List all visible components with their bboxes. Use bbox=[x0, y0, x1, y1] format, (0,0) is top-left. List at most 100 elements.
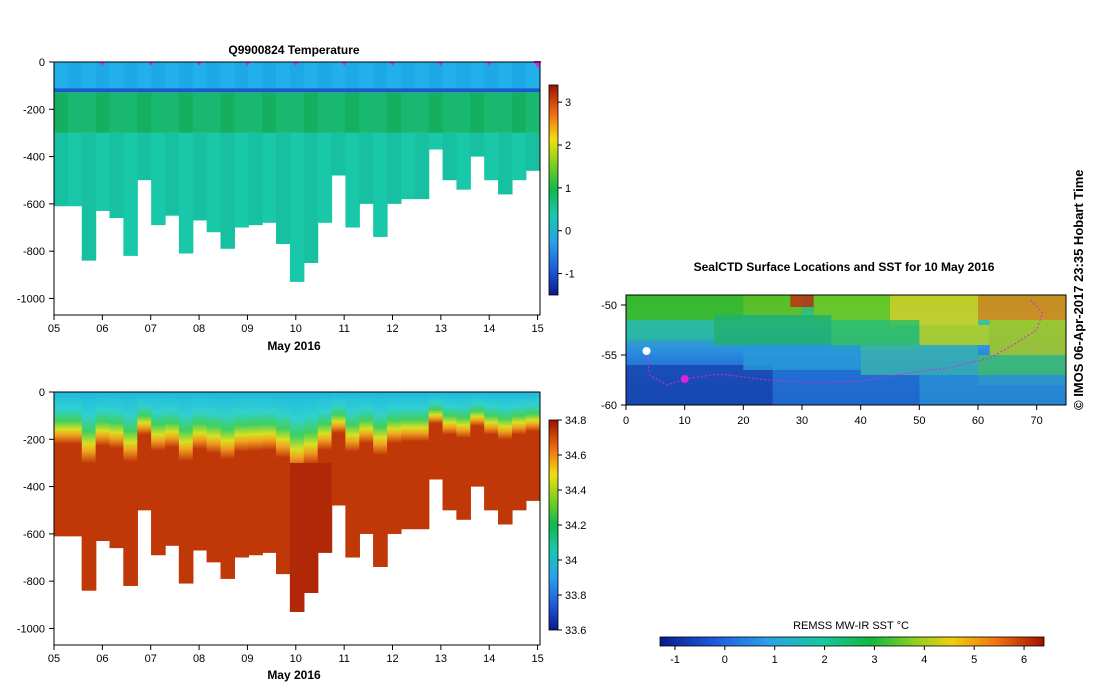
sst-colorbar-tick-label: 3 bbox=[871, 654, 877, 666]
salinity-profile-column bbox=[289, 392, 305, 612]
map-y-tick-label: -50 bbox=[601, 300, 617, 312]
colorbar-tick-label: 34.6 bbox=[565, 450, 586, 462]
map-x-tick-label: 20 bbox=[737, 415, 749, 427]
salinity-profile-column bbox=[456, 392, 471, 520]
colorbar-tick-label: 3 bbox=[565, 97, 571, 109]
x-tick-label: 14 bbox=[483, 323, 495, 335]
current-location-marker bbox=[680, 375, 689, 383]
salinity-profile-column bbox=[373, 392, 388, 567]
salinity-profile-column bbox=[511, 392, 527, 511]
sst-map-panel: SealCTD Surface Locations and SST for 10… bbox=[601, 260, 1067, 666]
x-tick-label: 12 bbox=[386, 653, 398, 665]
x-tick-label: 05 bbox=[48, 323, 60, 335]
profile-marker bbox=[99, 62, 105, 66]
salinity-profile-column bbox=[248, 392, 263, 556]
temperature-profile-column bbox=[303, 62, 319, 263]
colorbar-tick-label: 33.8 bbox=[565, 590, 586, 602]
temperature-profile-column bbox=[511, 62, 527, 181]
temperature-profile-column bbox=[81, 62, 97, 261]
profile-marker bbox=[390, 62, 396, 66]
x-tick-label: 11 bbox=[338, 653, 349, 665]
x-tick-label: 05 bbox=[48, 653, 60, 665]
salinity-colorbar bbox=[548, 419, 559, 631]
seal-track bbox=[646, 299, 1044, 386]
colorbar-tick-label: 34.4 bbox=[565, 485, 586, 497]
temperature-profile-column bbox=[206, 62, 222, 233]
salinity-field bbox=[54, 392, 540, 612]
temperature-profile-column bbox=[178, 62, 194, 254]
temperature-profile-column bbox=[151, 62, 166, 226]
salinity-profile-column bbox=[220, 392, 235, 579]
y-tick-label: -800 bbox=[23, 576, 45, 588]
temperature-profile-column bbox=[54, 62, 69, 207]
salinity-colorbar-ticks: 34.8 34.6 34.4 34.2 34 33.8 33.6 bbox=[558, 415, 586, 637]
sst-colorbar-ticks: -1 0 1 2 3 4 5 6 bbox=[670, 646, 1027, 666]
temperature-profile-column bbox=[359, 62, 374, 204]
sst-patch bbox=[743, 345, 861, 370]
temperature-colorbar bbox=[548, 84, 559, 296]
colorbar-tick-label: 2 bbox=[565, 140, 571, 152]
temperature-profile-column bbox=[442, 62, 458, 181]
profile-marker bbox=[486, 62, 492, 66]
salinity-profile-column bbox=[67, 392, 83, 537]
map-x-tick-label: 70 bbox=[1031, 415, 1043, 427]
x-tick-label: 10 bbox=[290, 323, 302, 335]
salinity-profile-column bbox=[414, 392, 430, 530]
x-tick-label: 15 bbox=[531, 653, 543, 665]
sst-patch bbox=[714, 315, 832, 345]
temperature-profile-column bbox=[289, 62, 305, 282]
sst-colorbar-tick-label: 5 bbox=[971, 654, 977, 666]
temperature-profile-column bbox=[95, 62, 111, 211]
sst-field bbox=[626, 295, 1066, 405]
profile-marker bbox=[341, 62, 347, 66]
temperature-profile-column bbox=[470, 62, 485, 157]
temperature-profile-column bbox=[456, 62, 471, 190]
colorbar-tick-label: 34.2 bbox=[565, 520, 586, 532]
salinity-profile-column bbox=[262, 392, 277, 553]
salinity-profile-column bbox=[123, 392, 138, 586]
temperature-profile-column bbox=[498, 62, 513, 195]
temperature-colorbar-ticks: 3 2 1 0 -1 bbox=[558, 97, 575, 281]
temperature-profile-column bbox=[345, 62, 360, 228]
x-tick-label: 13 bbox=[435, 653, 447, 665]
sst-colorbar-tick-label: 1 bbox=[772, 654, 778, 666]
salinity-xlabel: May 2016 bbox=[267, 668, 321, 682]
salinity-profile-column bbox=[317, 392, 333, 553]
y-tick-label: -1000 bbox=[17, 293, 45, 305]
map-y-tick-label: -55 bbox=[601, 350, 617, 362]
temperature-profile-column bbox=[109, 62, 124, 219]
sst-map-frame bbox=[625, 294, 1067, 406]
y-tick-label: -1000 bbox=[17, 623, 45, 635]
map-x-tick-label: 10 bbox=[679, 415, 691, 427]
temperature-profile-column bbox=[123, 62, 138, 256]
temperature-profile-column bbox=[276, 62, 291, 245]
y-tick-label: 0 bbox=[39, 57, 45, 69]
x-tick-label: 06 bbox=[96, 653, 108, 665]
salinity-profile-column bbox=[54, 392, 69, 537]
salinity-profile-column bbox=[442, 392, 458, 511]
temperature-profile-column bbox=[484, 62, 499, 181]
y-tick-label: -400 bbox=[23, 482, 45, 494]
sst-patch bbox=[919, 375, 1066, 405]
sst-patch bbox=[743, 295, 802, 315]
sst-patch bbox=[790, 295, 814, 307]
x-tick-label: 11 bbox=[338, 323, 349, 335]
sst-colorbar-tick-label: 0 bbox=[722, 654, 728, 666]
sst-patch bbox=[772, 370, 920, 405]
y-tick-label: -200 bbox=[23, 434, 45, 446]
salinity-profile-column bbox=[498, 392, 513, 525]
profile-marker bbox=[244, 62, 250, 66]
sst-map-x-ticks: 0 10 20 30 40 50 60 70 bbox=[623, 405, 1043, 427]
sst-patch bbox=[989, 320, 1066, 355]
colorbar-tick-label: 1 bbox=[565, 183, 571, 195]
salinity-profile-column bbox=[178, 392, 194, 584]
temperature-x-ticks: 05 06 07 08 09 10 11 12 13 14 15 bbox=[48, 315, 544, 335]
sst-patch bbox=[626, 320, 714, 340]
temperature-profile-column bbox=[317, 62, 333, 223]
profile-marker bbox=[196, 62, 202, 66]
map-x-tick-label: 0 bbox=[623, 415, 629, 427]
x-tick-label: 13 bbox=[435, 323, 447, 335]
salinity-y-ticks: 0 -200 -400 -600 -800 -1000 bbox=[17, 387, 54, 635]
salinity-profile-column bbox=[387, 392, 402, 534]
map-x-tick-label: 30 bbox=[796, 415, 808, 427]
